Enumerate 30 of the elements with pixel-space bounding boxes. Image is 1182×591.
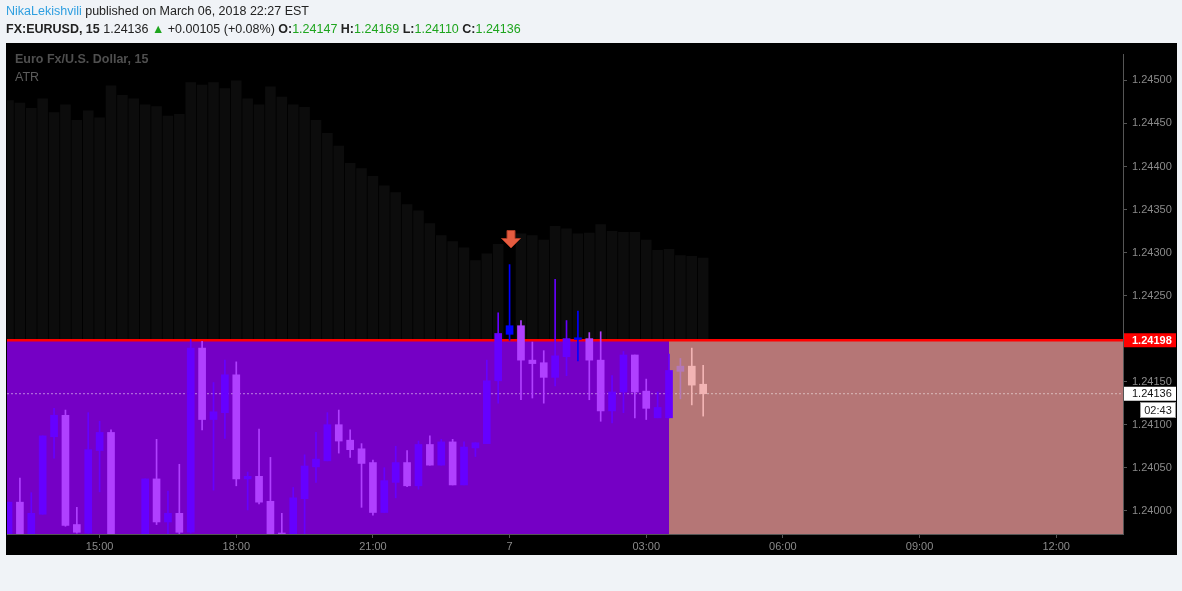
ref-line-label: 1.24198 (1132, 333, 1172, 346)
x-tick-label: 06:00 (769, 539, 797, 552)
y-tick-label: 1.24300 (1132, 245, 1172, 258)
candlestick (699, 364, 707, 417)
x-tick-label: 15:00 (85, 539, 114, 552)
candlestick (551, 278, 559, 387)
y-tick-label: 1.24100 (1132, 417, 1172, 430)
ref-line-label: 1.24136 (1132, 387, 1172, 400)
chart-title: FX:EURUSD, 15 1.24136 ▲ +0.00105 (+0.08%) O:1.24147 H:1.24169 L:1.24110 C:1.24136 (6, 22, 521, 36)
series-label: ATR (15, 70, 40, 84)
y-tick-label: 1.24250 (1132, 288, 1172, 301)
x-tick-label: 7 (506, 539, 513, 552)
chart-subtitle: Euro Fx/U.S. Dollar, 15 (15, 52, 149, 66)
candlestick (574, 310, 582, 362)
y-tick-label: 1.24400 (1132, 159, 1172, 172)
x-tick-label: 12:00 (1042, 539, 1070, 552)
x-tick-label: 18:00 (222, 539, 251, 552)
candlestick (164, 490, 172, 534)
y-tick-label: 1.24350 (1132, 202, 1172, 215)
y-tick-label: 1.24050 (1132, 460, 1172, 473)
x-tick-label: 09:00 (905, 539, 934, 552)
y-tick-label: 1.24000 (1132, 503, 1172, 516)
y-tick-label: 1.24500 (1132, 73, 1172, 86)
y-tick-label: 1.24450 (1132, 116, 1172, 129)
y-tick-label: 1.24150 (1132, 374, 1172, 387)
text: 02:43 (1140, 402, 1176, 418)
x-tick-label: 03:00 (632, 539, 660, 552)
candlestick (312, 432, 320, 483)
text: NikaLekishvili published on March 06, 2018 22:27 EST (6, 4, 309, 18)
x-tick-label: 21:00 (359, 539, 387, 552)
